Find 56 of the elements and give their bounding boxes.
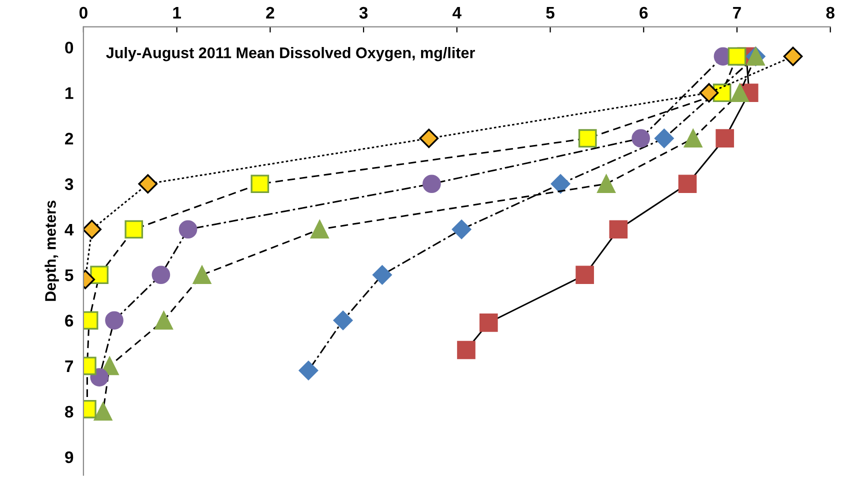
y-tick-label: 0 [65, 42, 74, 54]
point [684, 129, 702, 148]
point [138, 174, 158, 194]
point [422, 174, 441, 194]
point [298, 360, 318, 380]
y-tick-label: 9 [65, 451, 74, 464]
point [632, 129, 650, 148]
point [310, 220, 329, 239]
point [597, 174, 616, 194]
y-tick-label: 6 [65, 314, 74, 327]
x-tick-label: 8 [826, 6, 834, 19]
point [419, 128, 439, 148]
y-tick-label: 7 [65, 360, 74, 372]
point [192, 266, 212, 284]
y-tick-label: 2 [65, 132, 74, 144]
point [372, 265, 392, 285]
point [105, 311, 124, 330]
point [576, 266, 594, 284]
y-tick-label: 8 [64, 406, 74, 418]
point [479, 314, 498, 332]
y-tick-label: 3 [64, 178, 74, 190]
x-tick-label: 5 [546, 7, 554, 19]
point [730, 84, 749, 102]
point [699, 83, 719, 102]
x-tick-label: 7 [733, 7, 741, 19]
point [578, 129, 597, 148]
point [550, 174, 570, 194]
point [90, 266, 108, 284]
point [783, 46, 803, 66]
point [654, 128, 674, 148]
point [94, 402, 112, 421]
y-tick-label: 1 [66, 87, 74, 99]
x-tick-label: 3 [359, 6, 368, 19]
x-tick-label: 4 [452, 7, 462, 19]
y-axis-title: Depth, meters [44, 200, 59, 301]
point [154, 311, 173, 330]
point [452, 220, 472, 240]
point [728, 47, 746, 66]
point [457, 340, 476, 360]
x-tick-label: 6 [640, 6, 648, 19]
y-tick-label: 4 [64, 224, 74, 236]
point [333, 310, 353, 330]
point [178, 220, 198, 239]
point [250, 174, 270, 194]
y-tick-label: 5 [64, 269, 74, 282]
x-tick-label: 0 [79, 6, 88, 19]
x-tick-label: 1 [173, 7, 181, 19]
point [124, 220, 144, 239]
x-tick-label: 2 [266, 6, 274, 19]
point [152, 266, 170, 284]
point [716, 129, 734, 148]
text: July-August 2011 Mean Dissolved Oxygen, mg/liter [106, 47, 475, 62]
point [90, 368, 108, 386]
point [678, 174, 697, 194]
point [83, 220, 102, 240]
point [609, 220, 628, 239]
